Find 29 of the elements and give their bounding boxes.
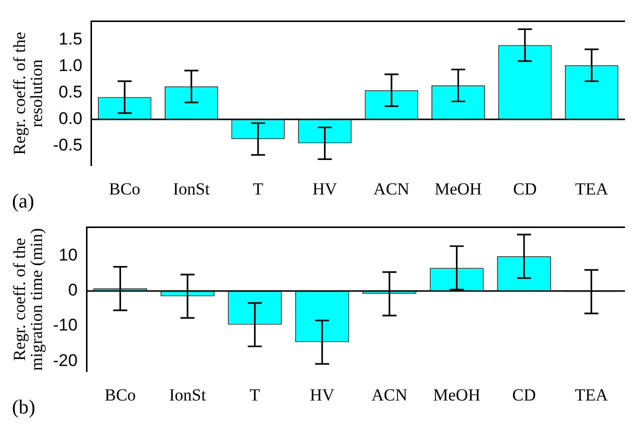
y-tick-label: 0 — [68, 280, 78, 300]
x-tick-label: T — [252, 179, 264, 198]
y-tick-label: -20 — [52, 350, 78, 370]
y-tick-label: 10 — [58, 246, 78, 265]
x-tick-label: MeOH — [434, 179, 482, 198]
x-tick-label: HV — [310, 385, 336, 404]
x-tick-label: BCo — [104, 385, 136, 404]
text: (b) — [12, 396, 36, 418]
y-axis-title: Regr. coeff. of the migration time (min) — [10, 228, 46, 371]
text: (a) — [12, 190, 34, 212]
x-tick-label: T — [250, 385, 261, 404]
y-tick-label: 1.5 — [58, 29, 82, 48]
y-tick-label: -0.5 — [52, 136, 82, 155]
x-tick-label: ACN — [374, 179, 410, 198]
x-tick-label: TEA — [574, 385, 609, 404]
y-axis-title: Regr. coeff. of the resolution — [10, 32, 46, 155]
x-tick-label: CD — [512, 385, 536, 404]
x-tick-label: CD — [513, 179, 537, 198]
x-tick-label: IonSt — [172, 179, 210, 198]
x-tick-label: BCo — [109, 179, 140, 198]
y-tick-label: 0.5 — [58, 82, 82, 102]
x-tick-label: IonSt — [169, 385, 206, 404]
x-tick-label: TEA — [575, 179, 609, 198]
x-tick-label: MeOH — [433, 385, 480, 404]
y-tick-label: 1.0 — [58, 56, 82, 76]
x-tick-label: ACN — [371, 385, 408, 404]
y-tick-label: -10 — [52, 316, 78, 335]
y-tick-label: 0.0 — [58, 109, 82, 128]
x-tick-label: HV — [312, 179, 338, 198]
